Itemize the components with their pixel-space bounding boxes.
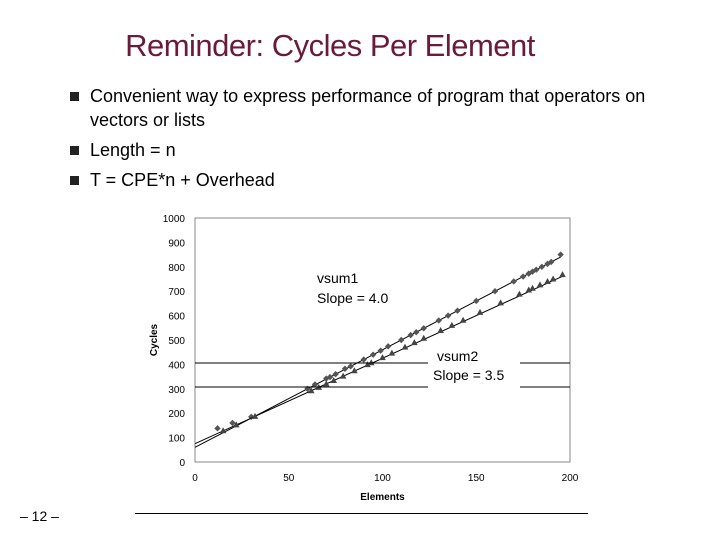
vsum1-data-point [557, 251, 564, 258]
square-bullet-icon [70, 146, 79, 155]
vsum1-data-point [311, 381, 319, 388]
vsum2-data-point [536, 281, 544, 288]
y-tick-label: 400 [168, 360, 185, 371]
vsum1-annotation-slope: Slope = 4.0 [317, 290, 388, 306]
vsum2-data-point [544, 277, 551, 284]
bullet-item: Convenient way to express performance of… [70, 84, 670, 132]
vsum2-data-point [559, 271, 566, 278]
vsum1-data-point [435, 317, 442, 324]
vsum2-data-point [525, 286, 533, 293]
vsum1-data-point [248, 413, 255, 421]
y-tick-label: 700 [168, 287, 185, 298]
vsum2-data-point [232, 421, 240, 428]
y-axis-label: Cycles [149, 323, 160, 356]
vsum1-data-point [444, 312, 452, 319]
vsum2-annotation-bg [428, 345, 520, 387]
y-tick-label: 600 [168, 312, 185, 323]
y-tick-label: 200 [168, 409, 185, 420]
bullet-text: Convenient way to express performance of… [90, 86, 646, 130]
vsum2-data-point [497, 299, 504, 306]
vsum1-data-point [214, 425, 221, 432]
vsum1-data-point [341, 365, 349, 372]
vsum2-annotation-slope: Slope = 3.5 [433, 367, 504, 383]
x-tick-label: 200 [562, 473, 579, 484]
vsum1-data-point [491, 288, 499, 295]
vsum2-data-point [339, 372, 347, 379]
vsum1-data-point [384, 343, 392, 350]
vsum2-data-point [401, 343, 409, 350]
x-tick-label: 150 [468, 473, 485, 484]
vsum2-data-point [549, 275, 557, 282]
vsum1-data-point [510, 278, 517, 285]
vsum2-annotation-name: vsum2 [437, 348, 478, 364]
y-tick-label: 0 [179, 458, 185, 469]
vsum1-data-point [347, 363, 354, 370]
vsum1-data-point [369, 351, 377, 358]
vsum1-data-point [519, 273, 527, 280]
y-tick-label: 900 [168, 238, 185, 249]
vsum1-annotation-name: vsum1 [317, 270, 358, 286]
x-tick-label: 50 [283, 473, 295, 484]
vsum2-data-point [459, 316, 467, 323]
vsum1-data-point [398, 336, 405, 344]
vsum2-data-point [411, 339, 418, 346]
y-tick-label: 800 [168, 263, 185, 274]
plot-area-frame [194, 217, 571, 463]
vsum2-data-point [388, 349, 396, 356]
vsum2-data-point [379, 354, 386, 361]
bullet-text: Length = n [90, 140, 176, 160]
vsum1-data-point [332, 370, 339, 378]
vsum2-data-point [516, 290, 523, 297]
vsum2-data-point [219, 427, 227, 434]
vsum2-data-point [364, 361, 371, 368]
y-tick-label: 100 [168, 434, 185, 445]
bullet-text: T = CPE*n + Overhead [90, 170, 275, 190]
slide-title: Reminder: Cycles Per Element [125, 28, 535, 63]
vsum1-data-point [407, 331, 414, 339]
vsum2-data-point [307, 387, 315, 394]
bullet-list: Convenient way to express performance of… [70, 84, 670, 198]
y-tick-label: 500 [168, 336, 185, 347]
square-bullet-icon [70, 92, 79, 101]
vsum1-data-point [473, 297, 480, 305]
y-tick-label: 300 [168, 385, 185, 396]
vsum2-data-point [448, 321, 456, 328]
vsum2-data-point [476, 308, 484, 315]
vsum1-data-point [360, 356, 367, 363]
vsum1-data-point [548, 258, 555, 266]
vsum1-data-point [454, 307, 461, 314]
vsum2-data-point [251, 412, 259, 419]
x-tick-label: 100 [374, 473, 391, 484]
vsum1-data-point [326, 373, 334, 381]
vsum1-data-point [377, 347, 384, 354]
vsum2-data-point [351, 367, 358, 374]
y-tick-label: 1000 [163, 214, 186, 225]
vsum1-data-point [229, 419, 236, 427]
vsum1-data-point [420, 325, 427, 332]
vsum1-data-point [538, 263, 546, 270]
vsum2-data-point [330, 377, 338, 384]
square-bullet-icon [70, 176, 79, 185]
vsum2-data-point [367, 359, 375, 366]
bullet-item: Length = n [70, 138, 670, 162]
footer-divider [135, 513, 588, 514]
page-number: – 12 – [20, 508, 59, 524]
vsum2-data-point [437, 326, 444, 333]
vsum1-data-point [413, 328, 420, 336]
x-axis-label: Elements [360, 492, 405, 503]
vsum1-data-point [533, 266, 540, 273]
bullet-item: T = CPE*n + Overhead [70, 168, 670, 192]
x-tick-label: 0 [192, 473, 198, 484]
vsum2-data-point [529, 284, 536, 291]
vsum2-data-point [420, 334, 428, 341]
vsum2-data-point [322, 380, 330, 387]
vsum1-annotation-bg [312, 266, 404, 308]
